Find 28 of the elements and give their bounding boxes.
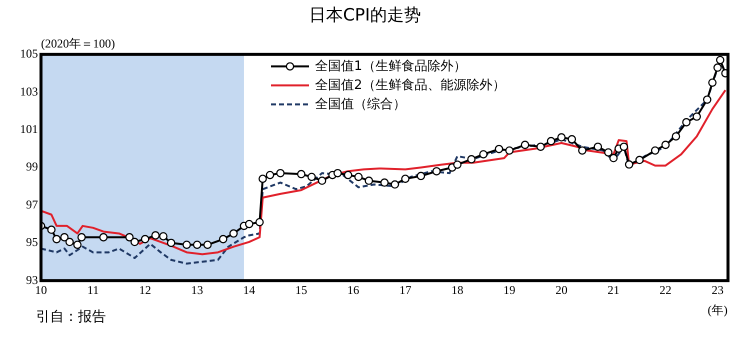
x-tick-label: 19: [503, 282, 516, 297]
x-tick-label: 23: [712, 282, 724, 297]
x-tick-label: 15: [295, 282, 308, 297]
y-tick-label: 101: [20, 122, 38, 136]
y-axis-title: (2020年＝100): [41, 36, 115, 51]
y-tick-label: 105: [20, 46, 38, 61]
x-tick-label: 20: [555, 282, 568, 297]
y-tick-label: 103: [20, 84, 38, 98]
x-tick-label: 16: [347, 282, 360, 297]
x-tick-label: 17: [399, 282, 412, 297]
legend-label: 全国值2（生鲜食品、能源除外）: [315, 78, 506, 93]
x-tick-label: 14: [243, 282, 256, 297]
x-tick-label: 12: [139, 282, 152, 297]
x-tick-label: 18: [451, 282, 464, 297]
x-tick-label: 10: [35, 282, 47, 297]
x-tick-label: 22: [660, 282, 672, 297]
chart-title: 日本CPI的走势: [308, 6, 422, 26]
legend-label: 全国值1（生鲜食品除外）: [315, 58, 466, 74]
x-tick-label: 21: [608, 282, 620, 297]
y-tick-label: 93: [26, 272, 38, 287]
text: 引自：报告: [36, 309, 106, 326]
legend-label: 全国值（综合）: [315, 96, 406, 112]
y-tick-label: 97: [26, 197, 38, 212]
x-tick-label: 11: [87, 282, 99, 297]
x-axis-title: (年): [708, 302, 728, 317]
y-tick-label: 95: [26, 235, 38, 250]
x-tick-label: 13: [191, 282, 204, 297]
y-tick-label: 99: [26, 160, 38, 174]
